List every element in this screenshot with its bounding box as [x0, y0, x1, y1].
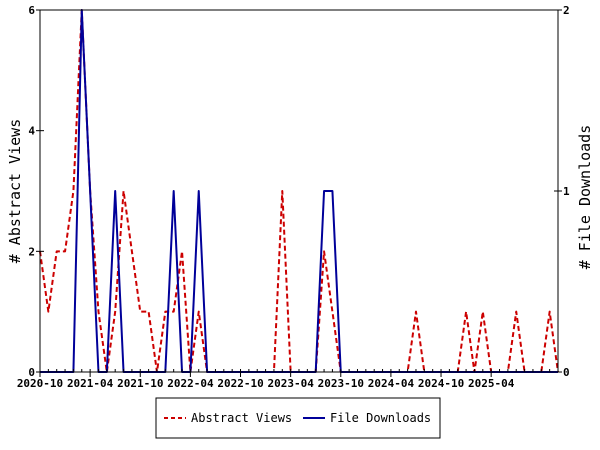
x-tick-label: 2024-10	[418, 377, 464, 390]
right-y-tick-label: 2	[563, 4, 570, 17]
axes: 2020-10 2021-04 2021-10 2022-04 2022-10 2023-…	[17, 4, 570, 390]
plot-background	[40, 10, 558, 372]
right-y-tick-label: 1	[563, 185, 570, 198]
right-y-tick-label: 0	[563, 366, 570, 379]
plot-area	[40, 10, 558, 372]
legend: Abstract Views File Downloads	[155, 397, 441, 439]
right-axis-title: # File Downloads	[576, 125, 594, 270]
x-tick-label: 2023-10	[318, 377, 364, 390]
x-tick-label: 2020-10	[17, 377, 63, 390]
x-tick-label: 2025-04	[468, 377, 515, 390]
left-axis-title: # Abstract Views	[6, 119, 24, 264]
series-line-abstract-views	[39, 9, 559, 373]
x-tick-label: 2021-04	[67, 377, 114, 390]
left-y-tick-label: 6	[28, 4, 35, 17]
left-y-tick-label: 2	[28, 245, 35, 258]
x-tick-label: 2022-04	[167, 377, 214, 390]
x-tick-label: 2022-10	[217, 377, 263, 390]
x-tick-label: 2023-04	[267, 377, 314, 390]
legend-box	[155, 397, 441, 439]
x-tick-label: 2024-04	[368, 377, 415, 390]
x-tick-label: 2021-10	[117, 377, 163, 390]
left-y-tick-label: 0	[28, 366, 35, 379]
legend-label-abstract-views: Abstract Views	[191, 411, 292, 425]
left-y-tick-label: 4	[28, 125, 35, 138]
legend-label-file-downloads: File Downloads	[330, 411, 431, 425]
